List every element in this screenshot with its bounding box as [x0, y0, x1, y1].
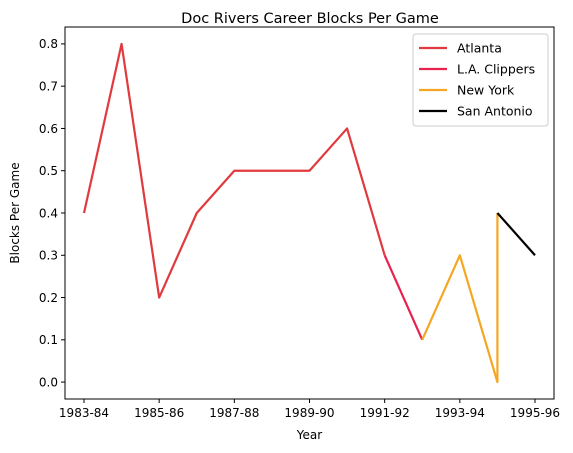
series-line-2	[421, 213, 499, 384]
y-tick-label: 0.4	[39, 206, 58, 220]
x-tick-label: 1989-90	[284, 406, 334, 420]
x-tick-label: 1995-96	[510, 406, 560, 420]
y-tick-label: 0.5	[39, 164, 58, 178]
y-tick-label: 0.2	[39, 291, 58, 305]
series-line-0	[82, 42, 386, 299]
legend-entry-label: San Antonio	[457, 104, 533, 119]
y-tick-label: 0.6	[39, 122, 58, 136]
x-tick-label: 1993-94	[435, 406, 485, 420]
y-tick-label: 0.7	[39, 79, 58, 93]
x-tick-label: 1983-84	[59, 406, 109, 420]
series-line-1	[383, 254, 424, 341]
chart-title: Doc Rivers Career Blocks Per Game	[181, 11, 439, 27]
x-tick-label: 1987-88	[209, 406, 259, 420]
x-tick-label: 1991-92	[360, 406, 410, 420]
y-tick-label: 0.3	[39, 249, 58, 263]
series-line-3	[496, 212, 536, 257]
y-axis: 0.0 0.1 0.2 0.3 0.4 0.5 0.6 0.7 0.8	[39, 37, 65, 389]
x-tick-label: 1985-86	[134, 406, 184, 420]
y-tick-label: 0.0	[39, 375, 58, 389]
legend: Atlanta L.A. Clippers New York San Antonio	[412, 33, 549, 127]
legend-box	[412, 33, 549, 127]
y-axis-label: Blocks Per Game	[8, 162, 22, 263]
series-layer	[82, 42, 536, 384]
legend-entry-label: L.A. Clippers	[457, 62, 535, 77]
x-axis-label: Year	[296, 428, 322, 442]
y-tick-label: 0.8	[39, 37, 58, 51]
legend-entry-label: New York	[457, 83, 515, 98]
y-tick-label: 0.1	[39, 333, 58, 347]
legend-entry-label: Atlanta	[457, 41, 502, 56]
x-axis: 1983-84 1985-86 1987-88 1989-90 1991-92 1993-…	[59, 399, 560, 420]
